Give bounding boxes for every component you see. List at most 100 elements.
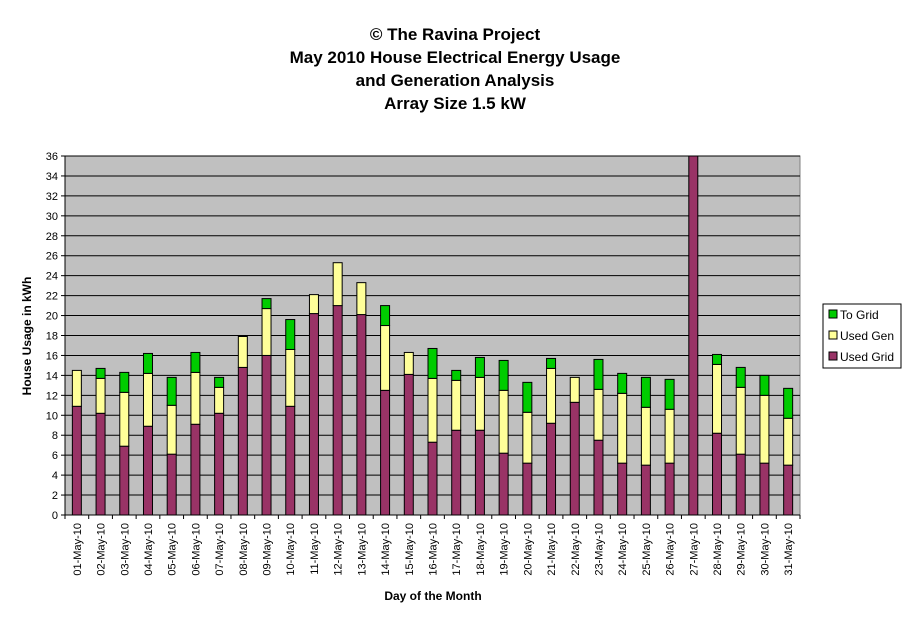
bar-used-grid [119, 445, 130, 516]
bar-used-grid [522, 462, 533, 516]
y-tick-label: 26 [46, 251, 58, 263]
legend-swatch [828, 330, 838, 340]
x-tick-label: 21-May-10 [546, 523, 558, 576]
bar-used-grid [546, 422, 557, 516]
x-tick-label: 18-May-10 [475, 523, 487, 576]
bar-used-grid [190, 423, 201, 516]
bar-used-gen [664, 408, 675, 464]
bar-used-gen [380, 325, 391, 391]
bar-used-grid [569, 401, 580, 516]
bar-used-gen [332, 262, 343, 307]
gridlines [65, 155, 800, 496]
x-tick-label: 01-May-10 [72, 523, 84, 576]
y-tick-label: 8 [52, 430, 58, 442]
bar-used-grid [498, 452, 509, 516]
bar-used-grid [380, 389, 391, 516]
y-tick-label: 34 [46, 171, 58, 183]
bar-used-grid [759, 462, 770, 516]
x-tick-label: 06-May-10 [190, 523, 202, 576]
bar-used-gen [712, 363, 723, 434]
bar-to-grid [783, 387, 794, 419]
x-tick-label: 04-May-10 [143, 523, 155, 576]
bar-to-grid [166, 376, 177, 406]
y-tick-label: 16 [46, 350, 58, 362]
bar-used-gen [356, 282, 367, 316]
y-tick-label: 14 [46, 370, 58, 382]
x-tick-label: 26-May-10 [665, 523, 677, 576]
legend-entry: Used Grid [840, 350, 894, 364]
bar-to-grid [451, 369, 462, 381]
x-tick-label: 15-May-10 [404, 523, 416, 576]
bar-used-grid [688, 155, 699, 516]
bar-used-grid [664, 462, 675, 516]
bar-used-grid [95, 412, 106, 516]
bar-used-grid [783, 464, 794, 516]
bar-to-grid [214, 376, 225, 388]
bar-to-grid [664, 378, 675, 410]
legend-entry: Used Gen [840, 329, 894, 343]
bar-used-grid [593, 439, 604, 516]
y-axis-label: House Usage in kWh [20, 277, 34, 396]
bar-used-grid [735, 453, 746, 516]
bar-to-grid [119, 371, 130, 393]
bar-used-grid [712, 432, 723, 516]
chart-title-line: Array Size 1.5 kW [384, 94, 527, 113]
bar-used-gen [95, 377, 106, 414]
bar-to-grid [712, 353, 723, 365]
bar-to-grid [95, 367, 106, 379]
x-tick-label: 31-May-10 [783, 523, 795, 576]
x-tick-label: 09-May-10 [262, 523, 274, 576]
bar-to-grid [522, 381, 533, 413]
x-tick-label: 03-May-10 [119, 523, 131, 576]
y-tick-label: 30 [46, 211, 58, 223]
bar-to-grid [546, 357, 557, 369]
legend: To Grid Used Gen Used Grid [822, 303, 902, 369]
chart-title: © The Ravina Project May 2010 House Elect… [290, 25, 621, 113]
y-tick-label: 36 [46, 151, 58, 163]
x-tick-label: 13-May-10 [356, 523, 368, 576]
bar-used-gen [569, 376, 580, 403]
y-tick-label: 28 [46, 231, 58, 243]
y-tick-label: 2 [52, 490, 58, 502]
bar-to-grid [142, 352, 153, 374]
bar-used-gen [522, 411, 533, 464]
bar-used-gen [190, 371, 201, 425]
x-tick-label: 30-May-10 [759, 523, 771, 576]
x-tick-label: 07-May-10 [214, 523, 226, 576]
x-tick-label: 23-May-10 [593, 523, 605, 576]
bar-used-gen [783, 417, 794, 466]
x-tick-label: 11-May-10 [309, 523, 321, 575]
bar-used-gen [474, 376, 485, 431]
x-tick-label: 24-May-10 [617, 523, 629, 576]
bar-used-gen [427, 377, 438, 443]
bar-used-gen [451, 379, 462, 431]
bar-to-grid [474, 356, 485, 378]
y-tick-label: 4 [52, 470, 58, 482]
bar-used-gen [261, 308, 272, 356]
x-tick-label: 20-May-10 [522, 523, 534, 576]
bar-used-gen [640, 406, 651, 466]
bar-used-grid [308, 313, 319, 516]
x-tick-label: 22-May-10 [570, 523, 582, 576]
bar-used-gen [285, 348, 296, 407]
x-tick-label: 02-May-10 [96, 523, 108, 576]
chart-title-line: and Generation Analysis [356, 71, 555, 90]
bar-used-gen [546, 367, 557, 424]
y-tick-label: 12 [46, 390, 58, 402]
bar-to-grid [617, 372, 628, 394]
x-tick-label: 14-May-10 [380, 523, 392, 576]
x-tick-label: 05-May-10 [167, 523, 179, 576]
bar-used-gen [214, 386, 225, 414]
x-tick-label: 16-May-10 [428, 523, 440, 576]
x-tick-label: 10-May-10 [285, 523, 297, 576]
bar-used-grid [285, 405, 296, 516]
bar-to-grid [285, 319, 296, 350]
bar-used-grid [261, 354, 272, 516]
bar-used-grid [640, 464, 651, 516]
x-tick-label: 27-May-10 [688, 523, 700, 576]
x-tick-label: 12-May-10 [333, 523, 345, 576]
bar-to-grid [735, 366, 746, 388]
chart-title-line: May 2010 House Electrical Energy Usage [290, 48, 621, 67]
bar-used-gen [237, 335, 248, 368]
